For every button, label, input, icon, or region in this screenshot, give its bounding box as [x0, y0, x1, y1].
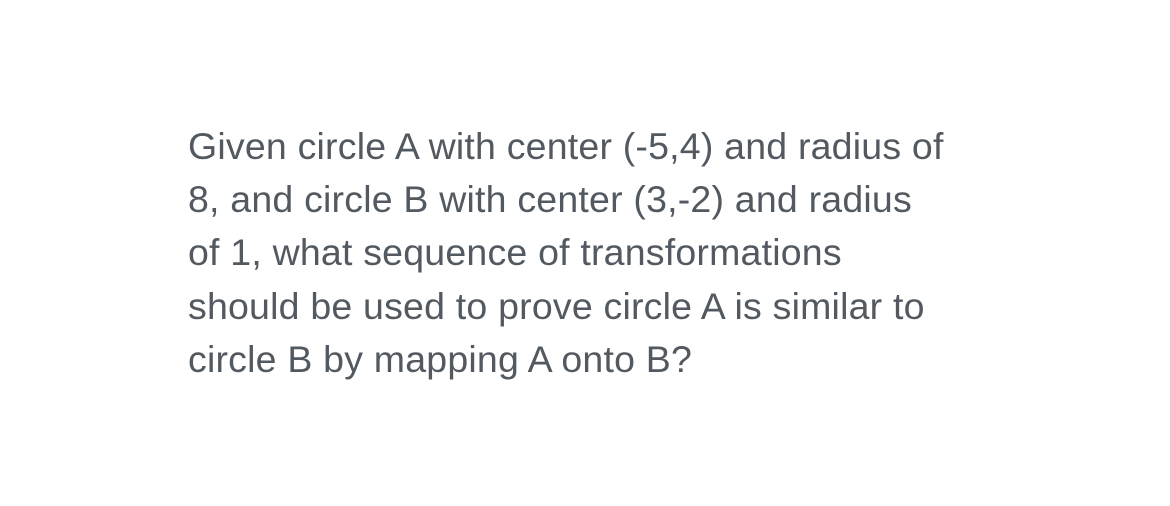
question-text: Given circle A with center (-5,4) and ra…	[188, 120, 948, 386]
page-container: Given circle A with center (-5,4) and ra…	[0, 0, 1170, 506]
